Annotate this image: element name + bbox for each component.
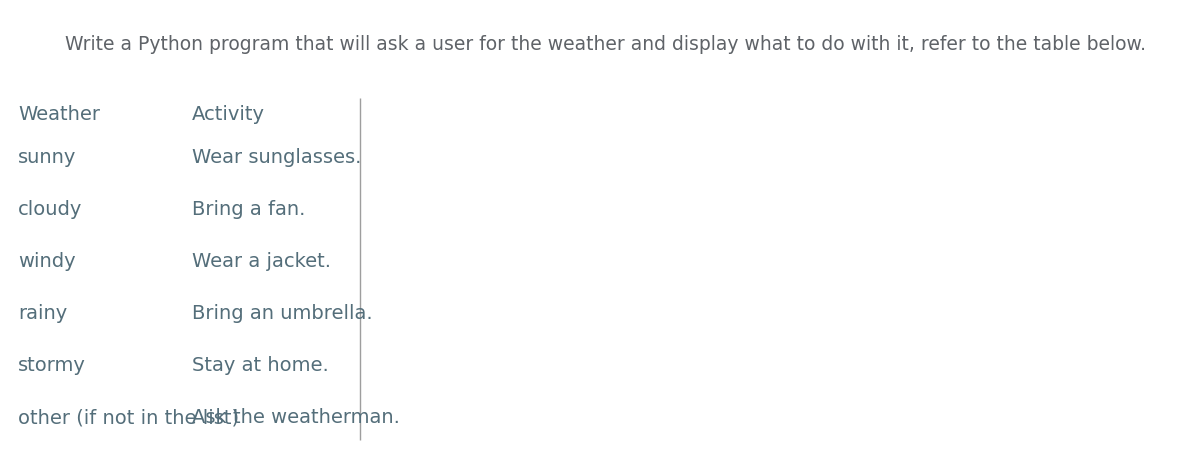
Text: other (if not in the list): other (if not in the list): [18, 408, 245, 427]
Text: Wear a jacket.: Wear a jacket.: [192, 252, 331, 271]
Text: Ask the weatherman.: Ask the weatherman.: [192, 408, 400, 427]
Text: Bring a fan.: Bring a fan.: [192, 200, 305, 219]
Text: sunny: sunny: [18, 148, 77, 167]
Text: Activity: Activity: [192, 105, 265, 124]
Text: stormy: stormy: [18, 356, 86, 375]
Text: rainy: rainy: [18, 304, 67, 323]
Text: Stay at home.: Stay at home.: [192, 356, 328, 375]
Text: Write a Python program that will ask a user for the weather and display what to : Write a Python program that will ask a u…: [65, 35, 1146, 54]
Text: Bring an umbrella.: Bring an umbrella.: [192, 304, 373, 323]
Text: windy: windy: [18, 252, 75, 271]
Text: Weather: Weather: [18, 105, 100, 124]
Text: Wear sunglasses.: Wear sunglasses.: [192, 148, 361, 167]
Text: cloudy: cloudy: [18, 200, 82, 219]
